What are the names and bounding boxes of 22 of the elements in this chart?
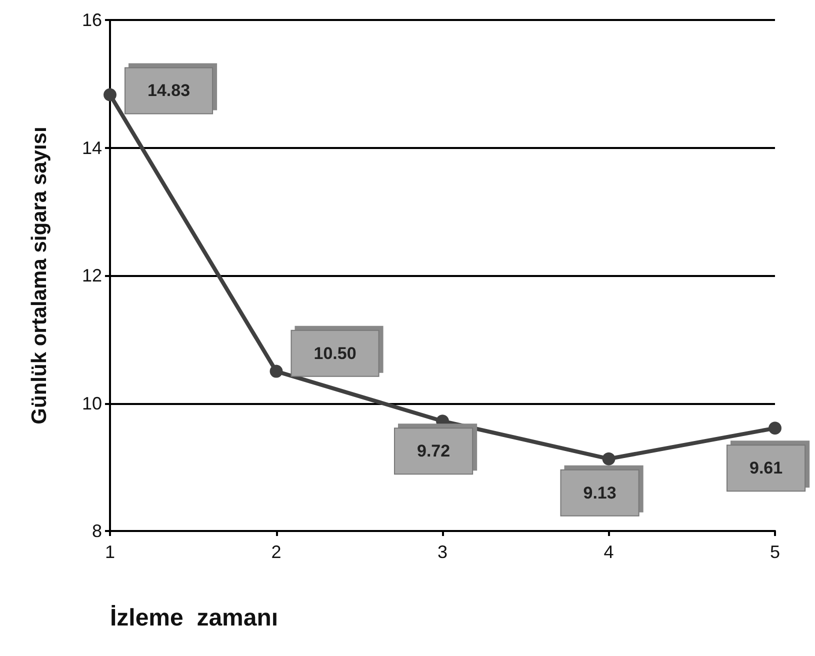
x-tick-label: 5 <box>770 542 780 562</box>
text: 9.13 <box>583 483 616 502</box>
text: 9.72 <box>417 442 450 461</box>
x-tick-label: 1 <box>104 542 116 562</box>
text: 9.61 <box>750 458 783 478</box>
y-axis-title: Günlük ortalama sigara sayısı <box>28 126 51 424</box>
point <box>270 364 283 378</box>
y-tick-label: 14 <box>82 138 102 158</box>
x-tick-label: 3 <box>437 542 448 562</box>
point <box>436 414 449 428</box>
y-tick-label: 8 <box>92 521 102 541</box>
x-axis-title: İzleme zamanı <box>110 604 278 632</box>
x-tick-label: 2 <box>271 542 282 562</box>
y-tick-label: 16 <box>82 10 102 30</box>
y-tick-label: 10 <box>82 393 102 414</box>
x-tick-label: 4 <box>604 542 614 562</box>
y-tick-label: 12 <box>82 266 102 286</box>
point <box>768 422 782 435</box>
text: 14.83 <box>148 81 190 100</box>
point <box>602 452 616 466</box>
point <box>104 88 116 102</box>
text: 10.50 <box>314 344 356 363</box>
